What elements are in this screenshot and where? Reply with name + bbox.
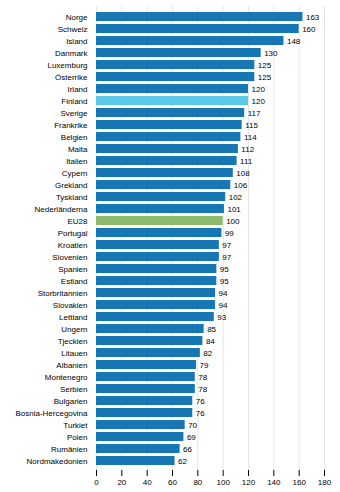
svg-text:Norge: Norge: [66, 13, 88, 22]
svg-text:Nordmakedonien: Nordmakedonien: [27, 457, 88, 466]
svg-text:Sverige: Sverige: [60, 109, 88, 118]
svg-text:Spanien: Spanien: [58, 265, 87, 274]
svg-text:125: 125: [258, 73, 272, 82]
svg-text:Schweiz: Schweiz: [58, 25, 88, 34]
svg-text:Rumänien: Rumänien: [51, 445, 87, 454]
svg-text:Polen: Polen: [67, 433, 87, 442]
svg-text:148: 148: [287, 37, 301, 46]
svg-text:97: 97: [222, 241, 231, 250]
svg-text:101: 101: [227, 205, 241, 214]
svg-text:120: 120: [252, 97, 266, 106]
svg-text:84: 84: [206, 337, 215, 346]
svg-text:78: 78: [198, 385, 207, 394]
svg-text:66: 66: [183, 445, 192, 454]
svg-text:115: 115: [245, 121, 258, 130]
svg-text:108: 108: [236, 169, 250, 178]
svg-text:76: 76: [196, 409, 205, 418]
svg-text:Nederländerna: Nederländerna: [35, 205, 88, 214]
svg-text:80: 80: [193, 478, 202, 487]
svg-text:102: 102: [229, 193, 243, 202]
svg-text:Grekland: Grekland: [55, 181, 87, 190]
svg-text:95: 95: [220, 277, 229, 286]
svg-text:Belgien: Belgien: [61, 133, 88, 142]
svg-text:Italien: Italien: [66, 157, 87, 166]
svg-text:Ungern: Ungern: [61, 325, 87, 334]
svg-text:93: 93: [217, 313, 226, 322]
svg-text:Österrike: Österrike: [55, 73, 88, 82]
svg-text:EU28: EU28: [67, 217, 88, 226]
svg-text:76: 76: [196, 397, 205, 406]
svg-text:97: 97: [222, 253, 231, 262]
svg-text:Irland: Irland: [67, 85, 87, 94]
svg-text:62: 62: [178, 457, 187, 466]
svg-text:95: 95: [220, 265, 229, 274]
svg-text:Island: Island: [66, 37, 87, 46]
svg-text:163: 163: [306, 13, 320, 22]
svg-text:85: 85: [207, 325, 216, 334]
svg-text:Tyskland: Tyskland: [56, 193, 88, 202]
svg-text:0: 0: [94, 478, 99, 487]
svg-text:130: 130: [264, 49, 278, 58]
svg-text:140: 140: [267, 478, 281, 487]
svg-text:40: 40: [143, 478, 152, 487]
svg-text:114: 114: [244, 133, 257, 142]
svg-text:Turkiet: Turkiet: [63, 421, 88, 430]
svg-text:Finland: Finland: [61, 97, 87, 106]
svg-text:Albanien: Albanien: [56, 361, 87, 370]
svg-text:106: 106: [234, 181, 248, 190]
svg-text:117: 117: [248, 109, 261, 118]
svg-text:Bosnia-Hercegovina: Bosnia-Hercegovina: [15, 409, 88, 418]
svg-text:Kroatien: Kroatien: [58, 241, 88, 250]
svg-text:160: 160: [292, 478, 306, 487]
svg-text:112: 112: [241, 145, 254, 154]
svg-text:Slovakien: Slovakien: [53, 301, 88, 310]
svg-text:99: 99: [225, 229, 234, 238]
svg-text:111: 111: [240, 157, 253, 166]
svg-text:Lettland: Lettland: [59, 313, 87, 322]
svg-text:160: 160: [302, 25, 316, 34]
svg-text:Malta: Malta: [68, 145, 88, 154]
svg-text:180: 180: [318, 478, 332, 487]
svg-text:Luxemburg: Luxemburg: [47, 61, 87, 70]
svg-text:20: 20: [117, 478, 126, 487]
svg-text:Slovenien: Slovenien: [52, 253, 87, 262]
svg-text:Estland: Estland: [61, 277, 88, 286]
svg-text:100: 100: [226, 217, 240, 226]
svg-text:Frankrike: Frankrike: [54, 121, 88, 130]
svg-text:Portugal: Portugal: [58, 229, 88, 238]
svg-text:78: 78: [198, 373, 207, 382]
svg-text:82: 82: [203, 349, 212, 358]
svg-text:79: 79: [200, 361, 209, 370]
svg-text:94: 94: [219, 289, 228, 298]
svg-text:Litauen: Litauen: [61, 349, 87, 358]
svg-text:Montenegro: Montenegro: [45, 373, 88, 382]
svg-text:120: 120: [242, 478, 256, 487]
svg-text:70: 70: [188, 421, 197, 430]
svg-text:Storbritannien: Storbritannien: [38, 289, 88, 298]
svg-text:69: 69: [187, 433, 196, 442]
svg-text:Tjeckien: Tjeckien: [58, 337, 88, 346]
svg-text:Serbien: Serbien: [60, 385, 88, 394]
svg-text:Bulgarien: Bulgarien: [54, 397, 88, 406]
svg-text:Cypern: Cypern: [62, 169, 88, 178]
svg-text:Danmark: Danmark: [55, 49, 88, 58]
svg-text:94: 94: [219, 301, 228, 310]
svg-text:60: 60: [168, 478, 177, 487]
svg-text:120: 120: [252, 85, 266, 94]
svg-text:100: 100: [216, 478, 230, 487]
svg-text:125: 125: [258, 61, 272, 70]
